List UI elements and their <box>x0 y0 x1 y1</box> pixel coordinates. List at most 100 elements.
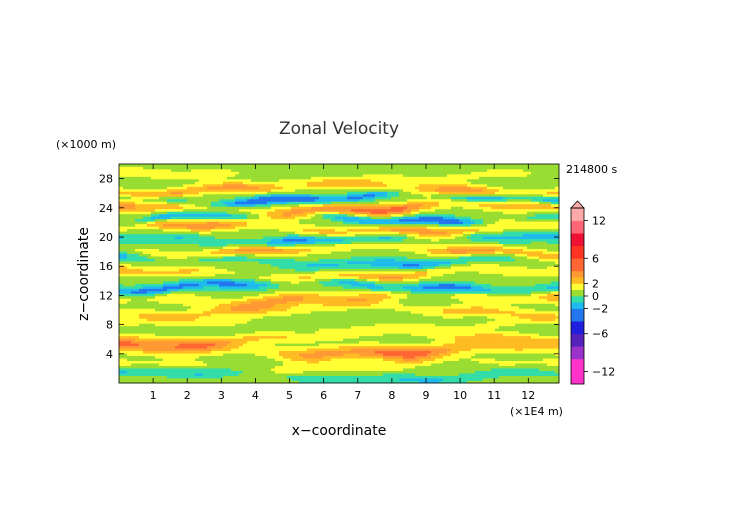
field-cell <box>335 198 340 202</box>
field-cell <box>183 360 188 364</box>
field-cell <box>163 256 168 259</box>
field-cell <box>259 300 264 304</box>
field-cell <box>123 258 128 262</box>
field-cell <box>171 380 176 384</box>
field-cell <box>263 273 268 277</box>
field-cell <box>155 370 160 374</box>
field-cell <box>251 300 256 304</box>
field-cell <box>139 363 144 366</box>
field-cell <box>255 380 260 384</box>
field-cell <box>207 236 212 240</box>
field-cell <box>223 186 228 190</box>
field-cell <box>343 365 348 369</box>
field-cell <box>195 236 200 240</box>
field-cell <box>135 368 140 371</box>
field-cell <box>215 330 220 334</box>
field-cell <box>151 226 156 230</box>
field-cell <box>223 193 228 197</box>
field-cell <box>311 168 316 172</box>
field-cell <box>243 283 248 287</box>
field-cell <box>139 171 144 175</box>
field-cell <box>211 246 216 250</box>
field-cell <box>331 280 336 284</box>
field-cell <box>207 208 212 212</box>
field-cell <box>155 363 160 366</box>
field-cell <box>287 258 292 262</box>
field-cell <box>319 273 324 277</box>
field-cell <box>295 300 300 304</box>
field-cell <box>223 251 228 254</box>
field-cell <box>223 278 228 282</box>
field-cell <box>239 340 244 344</box>
field-cell <box>187 333 192 337</box>
field-cell <box>247 293 252 297</box>
field-cell <box>127 370 132 374</box>
field-cell <box>311 223 316 227</box>
field-cell <box>287 325 292 329</box>
field-cell <box>235 168 240 172</box>
field-cell <box>299 188 304 192</box>
field-cell <box>163 305 168 309</box>
field-cell <box>119 345 124 349</box>
field-cell <box>143 278 148 282</box>
field-cell <box>275 181 280 185</box>
field-cell <box>287 173 292 177</box>
field-cell <box>299 278 304 282</box>
field-cell <box>287 266 292 269</box>
field-cell <box>199 253 204 257</box>
field-cell <box>235 315 240 319</box>
field-cell <box>315 340 320 344</box>
field-cell <box>219 353 224 357</box>
field-cell <box>207 178 212 182</box>
field-cell <box>275 290 280 294</box>
field-cell <box>171 241 176 245</box>
field-cell <box>227 263 232 267</box>
field-cell <box>175 183 180 187</box>
field-cell <box>131 206 136 210</box>
field-cell <box>303 300 308 304</box>
field-cell <box>199 256 204 259</box>
field-cell <box>147 333 152 337</box>
field-cell <box>307 226 312 230</box>
field-cell <box>215 226 220 230</box>
field-cell <box>259 295 264 299</box>
field-cell <box>287 300 292 304</box>
field-cell <box>335 275 340 279</box>
field-cell <box>215 218 220 222</box>
field-cell <box>183 173 188 177</box>
field-cell <box>159 203 164 207</box>
field-cell <box>191 198 196 202</box>
field-cell <box>143 256 148 259</box>
field-cell <box>343 323 348 327</box>
field-cell <box>139 213 144 217</box>
field-cell <box>143 338 148 342</box>
field-cell <box>239 223 244 227</box>
field-cell <box>311 348 316 352</box>
field-cell <box>311 263 316 267</box>
field-cell <box>251 183 256 187</box>
field-cell <box>179 248 184 252</box>
field-cell <box>231 221 236 225</box>
field-cell <box>303 171 308 175</box>
field-cell <box>263 305 268 309</box>
field-cell <box>123 188 128 192</box>
field-cell <box>243 193 248 197</box>
field-cell <box>295 191 300 195</box>
field-cell <box>219 298 224 302</box>
field-cell <box>219 308 224 312</box>
field-cell <box>139 243 144 247</box>
field-cell <box>183 183 188 187</box>
field-cell <box>215 191 220 195</box>
field-cell <box>247 256 252 259</box>
field-cell <box>343 223 348 227</box>
field-cell <box>171 186 176 190</box>
field-cell <box>235 176 240 180</box>
field-cell <box>267 233 272 237</box>
field-cell <box>267 373 272 376</box>
field-cell <box>207 268 212 272</box>
field-cell <box>331 303 336 307</box>
field-cell <box>295 375 300 379</box>
field-cell <box>327 181 332 185</box>
field-cell <box>311 248 316 252</box>
field-cell <box>263 271 268 274</box>
